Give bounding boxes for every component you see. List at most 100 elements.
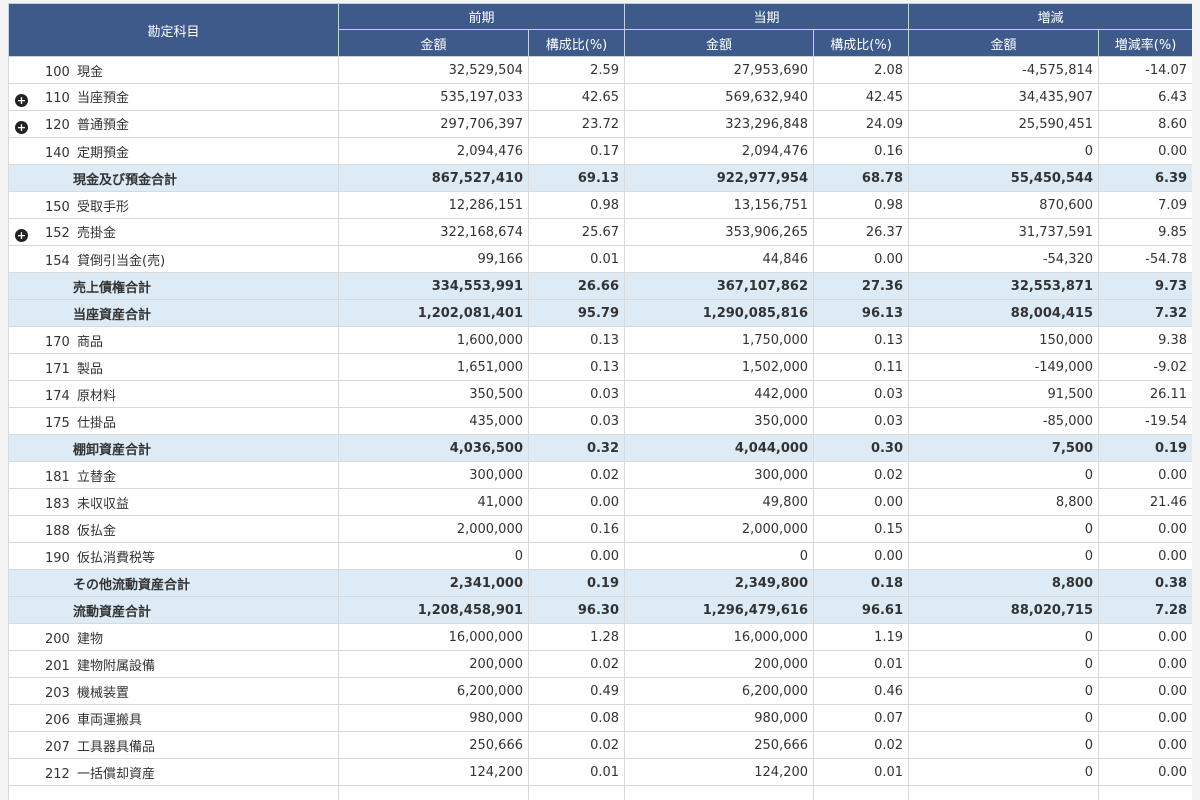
change-rate-cell: 0.00 [1098, 137, 1192, 165]
subtotal-row[interactable]: 現金及び預金合計 867,527,410 69.13 922,977,954 68.78… [8, 164, 1192, 192]
prev-amount-cell: 1,651,000 [338, 353, 529, 381]
account-cell: 212 一括償却資産 [8, 758, 339, 786]
subtotal-row[interactable]: 売上債権合計 334,553,991 26.66 367,107,862 27.36 32… [8, 272, 1192, 300]
cur-ratio-cell: 1.19 [813, 623, 910, 651]
change-rate-cell: 0.00 [1098, 461, 1192, 489]
table-row[interactable]: 150 受取手形 12,286,151 0.98 13,156,751 0.98 870,6… [8, 191, 1192, 219]
empty-cell [338, 785, 529, 800]
cur-amount-cell: 1,290,085,816 [624, 299, 815, 327]
change-rate-cell: 0.38 [1098, 569, 1192, 597]
account-cell: 183 未収収益 [8, 488, 339, 516]
prev-ratio-cell: 42.65 [527, 83, 626, 111]
account-code: 212 [45, 766, 70, 782]
change-rate-cell: 7.09 [1098, 191, 1192, 219]
table-row[interactable]: 170 商品 1,600,000 0.13 1,750,000 0.13 150,000 9.… [8, 326, 1192, 354]
change-rate-cell: 6.39 [1098, 164, 1192, 192]
prev-amount-cell: 200,000 [338, 650, 529, 678]
change-amount-cell: 150,000 [908, 326, 1100, 354]
subtotal-row[interactable]: その他流動資産合計 2,341,000 0.19 2,349,800 0.18 8,800… [8, 569, 1192, 597]
prev-ratio-cell: 2.59 [527, 56, 626, 84]
subtotal-label: その他流動資産合計 [73, 577, 191, 593]
cur-amount-cell: 1,502,000 [624, 353, 815, 381]
cur-ratio-cell: 0.02 [813, 461, 910, 489]
cur-ratio-cell: 96.13 [813, 299, 910, 327]
table-row[interactable]: 175 仕掛品 435,000 0.03 350,000 0.03 -85,000 -19.5… [8, 407, 1192, 435]
cur-amount-cell: 367,107,862 [624, 272, 815, 300]
change-amount-cell: -85,000 [908, 407, 1100, 435]
table-row[interactable]: +152 売掛金 322,168,674 25.67 353,906,265 26.37 3… [8, 218, 1192, 246]
table-row[interactable]: 154 貸倒引当金(売) 99,166 0.01 44,846 0.00 -54,320 -5… [8, 245, 1192, 273]
plus-circle-icon[interactable]: + [15, 94, 28, 107]
subtotal-row[interactable]: 棚卸資産合計 4,036,500 0.32 4,044,000 0.30 7,500 0.1… [8, 434, 1192, 462]
prev-amount-cell: 1,600,000 [338, 326, 529, 354]
prev-amount-cell: 2,000,000 [338, 515, 529, 543]
table-row[interactable]: 188 仮払金 2,000,000 0.16 2,000,000 0.15 0 0.00 [8, 515, 1192, 543]
prev-amount-cell: 16,000,000 [338, 623, 529, 651]
change-amount-cell: 32,553,871 [908, 272, 1100, 300]
cur-amount-cell: 323,296,848 [624, 110, 815, 138]
subtotal-row[interactable]: 流動資産合計 1,208,458,901 96.30 1,296,479,616 96.… [8, 596, 1192, 624]
table-row[interactable]: +110 当座預金 535,197,033 42.65 569,632,940 42.45… [8, 83, 1192, 111]
cur-amount-cell: 27,953,690 [624, 56, 815, 84]
cur-amount-cell: 569,632,940 [624, 83, 815, 111]
empty-cell [813, 785, 910, 800]
cur-ratio-cell: 0.03 [813, 407, 910, 435]
change-rate-cell: 0.00 [1098, 623, 1192, 651]
account-name: 当座預金 [77, 91, 130, 106]
account-cell: 現金及び預金合計 [8, 164, 339, 192]
account-name: 仕掛品 [77, 415, 117, 431]
cur-amount-cell: 49,800 [624, 488, 815, 516]
change-rate-cell: 26.11 [1098, 380, 1192, 408]
empty-cell [8, 785, 339, 800]
prev-amount-cell: 300,000 [338, 461, 529, 489]
column-header-prev-ratio[interactable]: 構成比(%) [527, 29, 626, 57]
prev-amount-cell: 535,197,033 [338, 83, 529, 111]
prev-ratio-cell: 0.16 [527, 515, 626, 543]
table-row[interactable]: 203 機械装置 6,200,000 0.49 6,200,000 0.46 0 0.00 [8, 677, 1192, 705]
column-header-account[interactable]: 勘定科目 [8, 3, 339, 57]
subtotal-label: 当座資産合計 [73, 307, 152, 323]
column-header-cur-amount[interactable]: 金額 [624, 29, 815, 57]
column-header-cur-ratio[interactable]: 構成比(%) [813, 29, 910, 57]
prev-amount-cell: 1,202,081,401 [338, 299, 529, 327]
account-name: 受取手形 [77, 199, 130, 215]
table-row[interactable]: 200 建物 16,000,000 1.28 16,000,000 1.19 0 0.00 [8, 623, 1192, 651]
change-amount-cell: 25,590,451 [908, 110, 1100, 138]
table-row[interactable]: 206 車両運搬具 980,000 0.08 980,000 0.07 0 0.00 [8, 704, 1192, 732]
column-header-change-amount[interactable]: 金額 [908, 29, 1100, 57]
column-header-prev-amount[interactable]: 金額 [338, 29, 529, 57]
account-name: 商品 [77, 334, 104, 350]
cur-amount-cell: 124,200 [624, 758, 815, 786]
change-amount-cell: 0 [908, 704, 1100, 732]
prev-amount-cell: 250,666 [338, 731, 529, 759]
change-amount-cell: 0 [908, 137, 1100, 165]
change-amount-cell: 88,020,715 [908, 596, 1100, 624]
prev-ratio-cell: 96.30 [527, 596, 626, 624]
table-row[interactable]: 183 未収収益 41,000 0.00 49,800 0.00 8,800 21.46 [8, 488, 1192, 516]
table-row[interactable]: 207 工具器具備品 250,666 0.02 250,666 0.02 0 0.00 [8, 731, 1192, 759]
account-cell: 170 商品 [8, 326, 339, 354]
change-rate-cell: 0.00 [1098, 515, 1192, 543]
table-row[interactable]: 140 定期預金 2,094,476 0.17 2,094,476 0.16 0 0.00 [8, 137, 1192, 165]
subtotal-row[interactable]: 当座資産合計 1,202,081,401 95.79 1,290,085,816 96.… [8, 299, 1192, 327]
cur-ratio-cell: 0.46 [813, 677, 910, 705]
table-row[interactable]: 100 現金 32,529,504 2.59 27,953,690 2.08 -4,575,… [8, 56, 1192, 84]
cur-amount-cell: 1,296,479,616 [624, 596, 815, 624]
account-name: 車両運搬具 [77, 712, 143, 728]
table-row[interactable] [8, 785, 1192, 800]
account-cell: 201 建物附属設備 [8, 650, 339, 678]
account-cell: 流動資産合計 [8, 596, 339, 624]
change-rate-cell: 7.32 [1098, 299, 1192, 327]
table-row[interactable]: +120 普通預金 297,706,397 23.72 323,296,848 24.09… [8, 110, 1192, 138]
plus-circle-icon[interactable]: + [15, 229, 28, 242]
table-row[interactable]: 212 一括償却資産 124,200 0.01 124,200 0.01 0 0.00 [8, 758, 1192, 786]
table-row[interactable]: 190 仮払消費税等 0 0.00 0 0.00 0 0.00 [8, 542, 1192, 570]
table-row[interactable]: 171 製品 1,651,000 0.13 1,502,000 0.11 -149,000-… [8, 353, 1192, 381]
column-header-change-rate[interactable]: 増減率(%) [1098, 29, 1192, 57]
account-name: 原材料 [77, 388, 117, 404]
table-row[interactable]: 201 建物附属設備 200,000 0.02 200,000 0.01 0 0.00 [8, 650, 1192, 678]
table-row[interactable]: 181 立替金 300,000 0.02 300,000 0.02 0 0.00 [8, 461, 1192, 489]
empty-cell [527, 785, 626, 800]
plus-circle-icon[interactable]: + [15, 121, 28, 134]
table-row[interactable]: 174 原材料 350,500 0.03 442,000 0.03 91,500 26.11 [8, 380, 1192, 408]
